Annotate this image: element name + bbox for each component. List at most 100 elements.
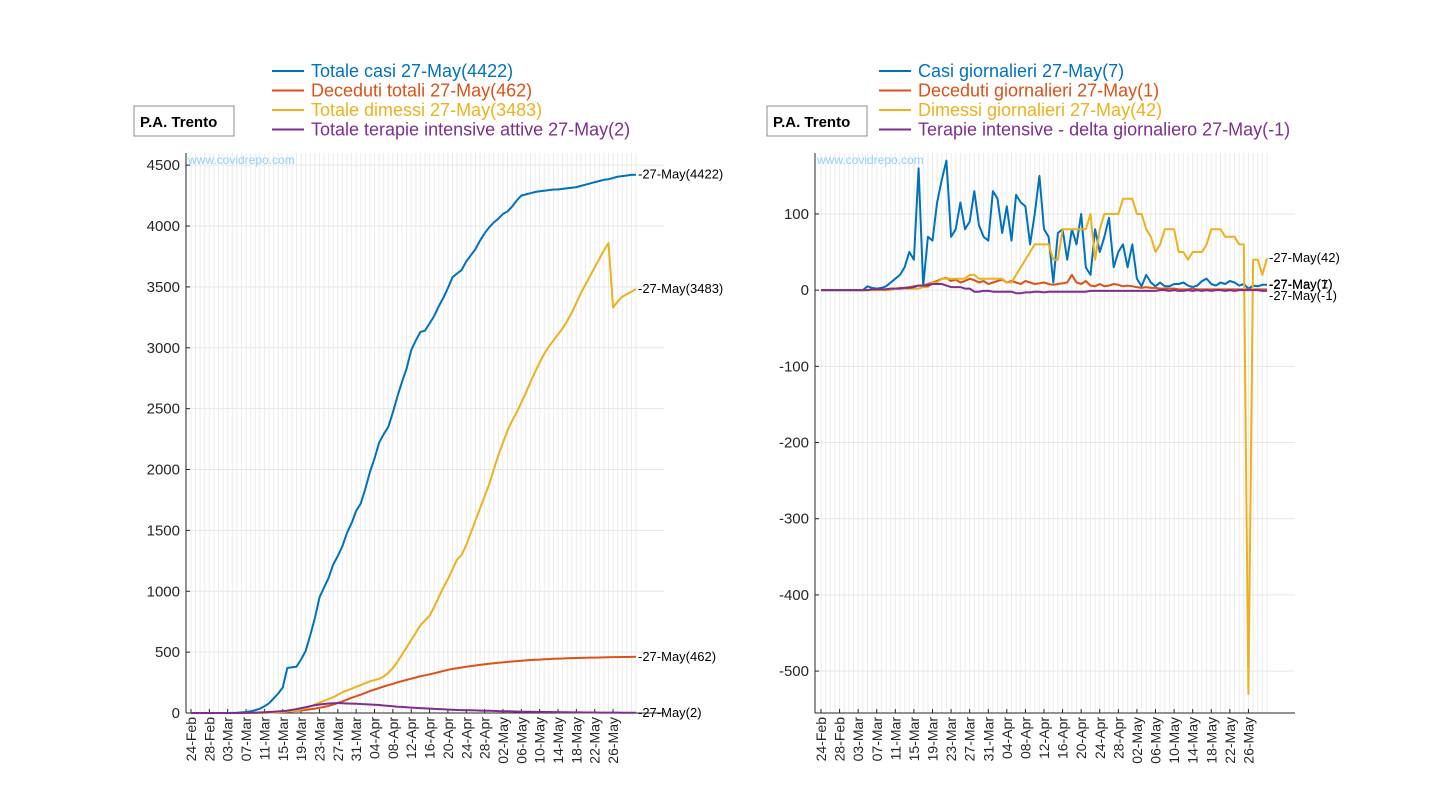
x-tick-label: 15-Mar [275, 717, 291, 762]
x-tick-label: 12-Apr [403, 717, 419, 759]
x-tick-label: 28-Feb [201, 717, 217, 762]
series-line [821, 283, 1267, 295]
series-end-label: -27-May(-1) [1269, 288, 1337, 303]
x-tick-label: 19-Mar [293, 717, 309, 762]
x-tick-label: 24-Apr [1092, 717, 1108, 759]
right-chart-panel: -500 -400 -300 -200 -100 0 100 24-Feb 28-Feb 03-… [766, 61, 1340, 764]
x-tick-label: 28-Feb [832, 717, 848, 762]
right-vertical-grid [820, 153, 1268, 713]
x-tick-label: 16-Apr [1055, 717, 1071, 759]
x-tick-label: 04-Apr [999, 717, 1015, 759]
left-watermark: www.covidrepo.com [187, 153, 295, 167]
right-legend: Casi giornalieri 27-May(7)Deceduti giorn… [879, 61, 1290, 140]
y-tick-label: -500 [779, 663, 809, 680]
legend-entry: Casi giornalieri 27-May(7) [918, 61, 1124, 81]
x-tick-label: 24-Feb [183, 717, 199, 762]
x-tick-label: 06-May [513, 717, 529, 764]
x-tick-label: 28-Apr [477, 717, 493, 759]
left-title-box [133, 105, 235, 137]
x-tick-label: 28-Apr [1110, 717, 1126, 759]
series-end-label: -27-May(42) [1269, 250, 1340, 265]
x-tick-label: 06-May [1148, 717, 1164, 764]
x-tick-label: 31-Mar [980, 717, 996, 762]
series-end-label: -27-May(3483) [638, 281, 723, 296]
x-tick-label: 22-May [587, 717, 603, 764]
x-tick-label: 03-Mar [220, 717, 236, 762]
x-tick-label: 19-Mar [925, 717, 941, 762]
series-end-label: -27-May(462) [638, 649, 716, 664]
x-tick-label: 24-Apr [458, 717, 474, 759]
left-vertical-grid [190, 153, 637, 713]
right-end-labels: -27-May(7)-27-May(1) -27-May(42) -27-May(-… [1269, 250, 1340, 303]
x-tick-label: 11-Mar [256, 717, 272, 761]
x-tick-label: 03-Mar [850, 717, 866, 762]
x-tick-label: 26-May [605, 717, 621, 764]
y-tick-label: -300 [779, 511, 809, 528]
x-tick-label: 08-Apr [1017, 717, 1033, 759]
x-tick-label: 27-Mar [330, 717, 346, 762]
series-end-label: -27-May(2) [638, 705, 702, 720]
series-end-label: -27-May(1) [1269, 276, 1333, 291]
left-end-labels: -27-May(4422) -27-May(462) -27-May(3483) -2… [638, 167, 723, 720]
x-tick-label: 07-Mar [869, 717, 885, 762]
right-horizontal-grid [815, 213, 1295, 672]
left-y-tick-labels: 0 500 1000 1500 2000 2500 3000 3500 4000 4500 [147, 157, 190, 722]
x-tick-label: 11-Mar [887, 717, 903, 761]
y-tick-label: 2000 [147, 462, 180, 479]
legend-entry: Dimessi giornalieri 27-May(42) [918, 100, 1162, 120]
x-tick-label: 08-Apr [385, 717, 401, 759]
y-tick-label: 4500 [147, 157, 180, 174]
legend-entry: Totale casi 27-May(4422) [311, 61, 513, 81]
legend-entry: Totale terapie intensive attive 27-May(2… [311, 120, 630, 140]
x-tick-label: 20-Apr [440, 717, 456, 759]
x-tick-label: 14-May [1185, 717, 1201, 764]
right-plot-area [815, 153, 1295, 713]
y-tick-label: 2500 [147, 401, 180, 418]
left-legend: Totale casi 27-May(4422)Deceduti totali … [272, 61, 630, 140]
right-x-tick-labels: 24-Feb 28-Feb 03-Mar 07-Mar 11-Mar 15-Mar 19-M… [813, 709, 1256, 764]
right-title-box [766, 105, 868, 137]
y-tick-label: -200 [779, 435, 809, 452]
x-tick-label: 20-Apr [1073, 717, 1089, 759]
x-tick-label: 12-Apr [1036, 717, 1052, 759]
left-x-tick-labels: 24-Feb 28-Feb 03-Mar 07-Mar 11-Mar 15-Mar 19-M… [183, 709, 621, 764]
x-tick-label: 07-Mar [238, 717, 254, 762]
left-chart-title: P.A. Trento [140, 114, 217, 131]
series-line [191, 173, 637, 714]
series-end-label: -27-May(7) [1269, 277, 1333, 292]
series-end-label: -27-May(4422) [638, 167, 723, 182]
x-tick-label: 02-May [1129, 717, 1145, 764]
x-tick-label: 22-May [1222, 717, 1238, 764]
x-tick-label: 04-Apr [367, 717, 383, 759]
y-tick-label: -100 [779, 358, 809, 375]
x-tick-label: 26-May [1240, 717, 1256, 764]
x-tick-label: 10-May [1166, 717, 1182, 764]
y-tick-label: 4000 [147, 218, 180, 235]
x-tick-label: 27-Mar [962, 717, 978, 762]
y-tick-label: 1500 [147, 522, 180, 539]
x-tick-label: 23-Mar [943, 717, 959, 762]
x-tick-label: 15-Mar [906, 717, 922, 762]
y-tick-label: 3000 [147, 340, 180, 357]
y-tick-label: 3500 [147, 279, 180, 296]
right-watermark: www.covidrepo.com [816, 153, 924, 167]
x-tick-label: 10-May [532, 717, 548, 764]
y-tick-label: 0 [801, 282, 809, 299]
x-tick-label: 14-May [550, 717, 566, 764]
left-series-lines [191, 173, 637, 714]
x-tick-label: 18-May [1203, 717, 1219, 764]
x-tick-label: 16-Apr [422, 717, 438, 759]
y-tick-label: 500 [155, 644, 180, 661]
y-tick-label: -400 [779, 587, 809, 604]
y-tick-label: 100 [784, 206, 809, 223]
right-chart-title: P.A. Trento [773, 114, 850, 131]
legend-entry: Deceduti totali 27-May(462) [311, 81, 532, 101]
left-chart-panel: 0 500 1000 1500 2000 2500 3000 3500 4000 4500 24-… [133, 61, 723, 764]
y-tick-label: 1000 [147, 583, 180, 600]
x-tick-label: 31-Mar [348, 717, 364, 762]
x-tick-label: 24-Feb [813, 717, 829, 762]
x-tick-label: 23-Mar [311, 717, 327, 762]
right-series-lines [821, 159, 1268, 695]
legend-entry: Deceduti giornalieri 27-May(1) [918, 81, 1159, 101]
